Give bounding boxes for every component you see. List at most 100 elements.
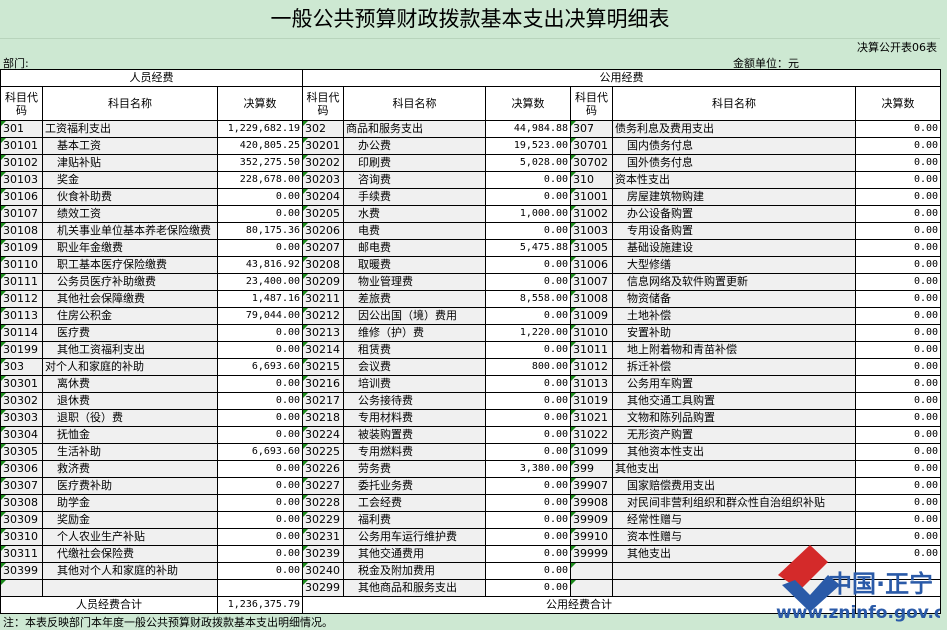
cell-code[interactable]: 30112 xyxy=(0,290,43,308)
cell-name[interactable]: 基础设施建设 xyxy=(612,239,857,257)
cell-code[interactable]: 30199 xyxy=(0,341,43,359)
cell-name[interactable]: 维修（护）费 xyxy=(343,324,487,342)
cell-amount[interactable]: 0.00 xyxy=(216,205,304,223)
cell-code[interactable]: 30101 xyxy=(0,137,43,155)
cell-name[interactable]: 无形资产购置 xyxy=(612,426,857,444)
cell-name[interactable]: 其他交通工具购置 xyxy=(612,392,857,410)
cell-name[interactable]: 公务接待费 xyxy=(343,392,487,410)
cell-code[interactable]: 39999 xyxy=(570,545,614,563)
cell-amount[interactable]: 0.00 xyxy=(855,171,942,189)
cell-amount[interactable]: 0.00 xyxy=(485,443,572,461)
cell-name[interactable]: 物业管理费 xyxy=(343,273,487,291)
cell-amount[interactable]: 0.00 xyxy=(485,188,572,206)
cell-amount[interactable]: 228,678.00 xyxy=(216,171,304,189)
cell-amount[interactable]: 0.00 xyxy=(216,409,304,427)
cell-code[interactable]: 30212 xyxy=(302,307,345,325)
cell-name[interactable]: 专用燃料费 xyxy=(343,443,487,461)
cell-code[interactable]: 39909 xyxy=(570,511,614,529)
cell-name[interactable]: 其他社会保障缴费 xyxy=(42,290,218,308)
cell-code[interactable]: 31022 xyxy=(570,426,614,444)
cell-amount[interactable]: 0.00 xyxy=(855,290,942,308)
cell-amount[interactable]: 0.00 xyxy=(485,579,572,597)
cell-amount[interactable]: 0.00 xyxy=(855,358,942,376)
cell-name[interactable]: 代缴社会保险费 xyxy=(42,545,218,563)
cell-name[interactable] xyxy=(42,579,218,597)
cell-amount[interactable]: 0.00 xyxy=(216,324,304,342)
cell-name[interactable]: 其他支出 xyxy=(612,460,857,478)
cell-amount[interactable]: 0.00 xyxy=(855,256,942,274)
cell-amount[interactable]: 0.00 xyxy=(485,222,572,240)
cell-amount[interactable]: 0.00 xyxy=(855,205,942,223)
cell-name[interactable]: 房屋建筑物购建 xyxy=(612,188,857,206)
cell-name[interactable]: 奖励金 xyxy=(42,511,218,529)
cell-amount[interactable]: 0.00 xyxy=(855,460,942,478)
cell-code[interactable]: 30204 xyxy=(302,188,345,206)
cell-name[interactable]: 退职（役）费 xyxy=(42,409,218,427)
cell-name[interactable]: 工会经费 xyxy=(343,494,487,512)
cell-code[interactable]: 31008 xyxy=(570,290,614,308)
cell-code[interactable]: 30701 xyxy=(570,137,614,155)
cell-name[interactable]: 土地补偿 xyxy=(612,307,857,325)
cell-code[interactable]: 30106 xyxy=(0,188,43,206)
cell-code[interactable]: 31013 xyxy=(570,375,614,393)
cell-amount[interactable] xyxy=(216,579,304,597)
cell-code[interactable]: 30103 xyxy=(0,171,43,189)
cell-amount[interactable]: 0.00 xyxy=(855,120,942,138)
cell-code[interactable]: 30307 xyxy=(0,477,43,495)
cell-name[interactable]: 资本性支出 xyxy=(612,171,857,189)
cell-name[interactable]: 办公费 xyxy=(343,137,487,155)
cell-code[interactable]: 31021 xyxy=(570,409,614,427)
cell-name[interactable]: 专用设备购置 xyxy=(612,222,857,240)
cell-amount[interactable]: 6,693.60 xyxy=(216,443,304,461)
cell-name[interactable]: 文物和陈列品购置 xyxy=(612,409,857,427)
cell-amount[interactable]: 5,475.88 xyxy=(485,239,572,257)
cell-amount[interactable]: 0.00 xyxy=(485,494,572,512)
cell-code[interactable]: 301 xyxy=(0,120,43,138)
cell-name[interactable]: 经常性赠与 xyxy=(612,511,857,529)
cell-code[interactable]: 30218 xyxy=(302,409,345,427)
cell-code[interactable]: 30206 xyxy=(302,222,345,240)
cell-name[interactable]: 伙食补助费 xyxy=(42,188,218,206)
cell-name[interactable]: 公务员医疗补助缴费 xyxy=(42,273,218,291)
cell-name[interactable]: 其他交通费用 xyxy=(343,545,487,563)
cell-code[interactable]: 31012 xyxy=(570,358,614,376)
cell-name[interactable]: 医疗费补助 xyxy=(42,477,218,495)
cell-name[interactable]: 奖金 xyxy=(42,171,218,189)
cell-code[interactable]: 30102 xyxy=(0,154,43,172)
cell-name[interactable]: 债务利息及费用支出 xyxy=(612,120,857,138)
cell-code[interactable]: 30310 xyxy=(0,528,43,546)
cell-code[interactable]: 31002 xyxy=(570,205,614,223)
cell-code[interactable]: 30309 xyxy=(0,511,43,529)
cell-amount[interactable]: 352,275.50 xyxy=(216,154,304,172)
cell-code[interactable]: 30108 xyxy=(0,222,43,240)
cell-name[interactable]: 其他资本性支出 xyxy=(612,443,857,461)
cell-code[interactable]: 30299 xyxy=(302,579,345,597)
cell-code[interactable]: 30224 xyxy=(302,426,345,444)
cell-name[interactable]: 其他商品和服务支出 xyxy=(343,579,487,597)
cell-code[interactable]: 30306 xyxy=(0,460,43,478)
cell-name[interactable]: 咨询费 xyxy=(343,171,487,189)
cell-code[interactable]: 39907 xyxy=(570,477,614,495)
cell-amount[interactable]: 0.00 xyxy=(216,511,304,529)
cell-amount[interactable]: 80,175.36 xyxy=(216,222,304,240)
cell-name[interactable]: 因公出国（境）费用 xyxy=(343,307,487,325)
cell-name[interactable]: 公务用车运行维护费 xyxy=(343,528,487,546)
cell-code[interactable]: 30231 xyxy=(302,528,345,546)
cell-amount[interactable]: 0.00 xyxy=(485,273,572,291)
cell-amount[interactable]: 1,487.16 xyxy=(216,290,304,308)
cell-code[interactable]: 39908 xyxy=(570,494,614,512)
cell-amount[interactable]: 0.00 xyxy=(216,188,304,206)
cell-name[interactable]: 水费 xyxy=(343,205,487,223)
cell-code[interactable]: 30216 xyxy=(302,375,345,393)
cell-code[interactable]: 30211 xyxy=(302,290,345,308)
cell-amount[interactable]: 0.00 xyxy=(855,392,942,410)
cell-code[interactable]: 31011 xyxy=(570,341,614,359)
cell-amount[interactable]: 0.00 xyxy=(855,222,942,240)
cell-amount[interactable]: 0.00 xyxy=(855,511,942,529)
cell-name[interactable]: 物资储备 xyxy=(612,290,857,308)
cell-name[interactable]: 委托业务费 xyxy=(343,477,487,495)
cell-amount[interactable]: 0.00 xyxy=(216,341,304,359)
cell-code[interactable]: 31019 xyxy=(570,392,614,410)
cell-name[interactable]: 国家赔偿费用支出 xyxy=(612,477,857,495)
cell-amount[interactable]: 0.00 xyxy=(216,494,304,512)
